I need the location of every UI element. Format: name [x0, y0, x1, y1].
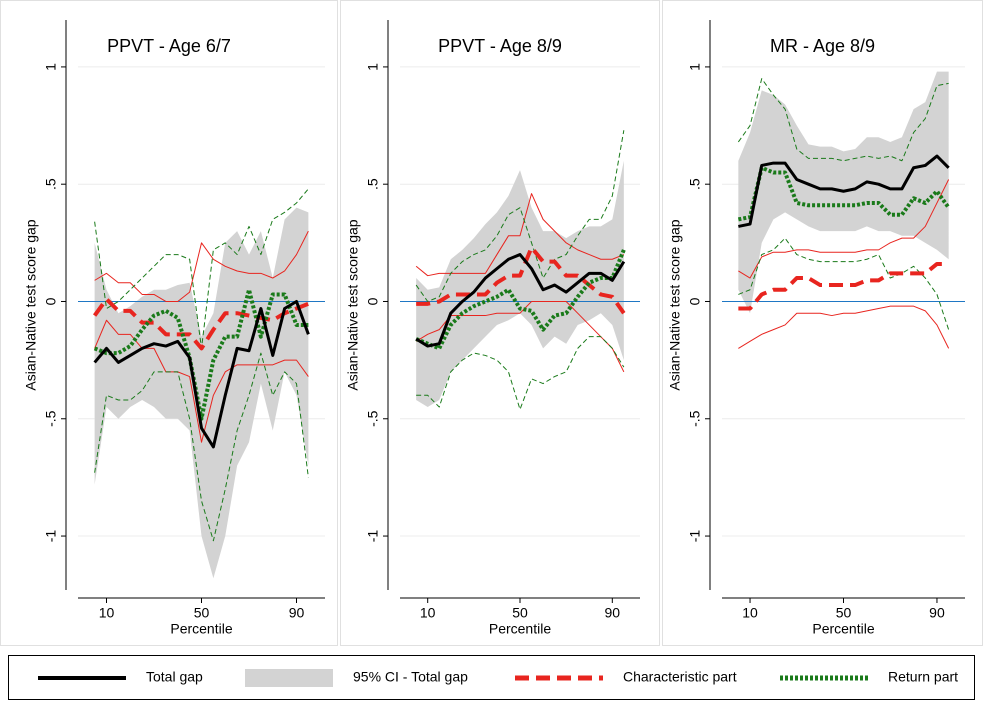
x-axis-label: Percentile	[170, 621, 232, 637]
data-line	[737, 165, 951, 222]
legend-label: 95% CI - Total gap	[353, 669, 468, 685]
legend: Total gap 95% CI - Total gap Characteristi…	[8, 655, 975, 700]
x-tick-label: 10	[99, 605, 115, 621]
x-tick-label: 50	[512, 605, 528, 621]
x-tick-label: 90	[929, 605, 945, 621]
data-line	[93, 287, 309, 421]
legend-label: Total gap	[146, 669, 203, 685]
chart-title: MR - Age 8/9	[770, 36, 875, 56]
ci-band	[94, 207, 309, 579]
ci-line	[416, 336, 625, 410]
ci-band	[416, 160, 624, 408]
ci-line	[415, 130, 625, 302]
data-line	[415, 249, 626, 351]
legend-swatch	[245, 669, 333, 687]
y-tick-label: -1	[43, 530, 59, 543]
x-tick-label: 90	[605, 605, 621, 621]
panel: -1 -.5 0 .5 1 10 50 90 Percentile Asian-Native te…	[0, 0, 338, 646]
y-tick-label: -.5	[365, 410, 381, 427]
y-axis-label: Asian-Native test score gap	[345, 219, 361, 390]
y-tick-label: .5	[43, 178, 59, 190]
y-axis-label: Asian-Native test score gap	[23, 219, 39, 390]
y-tick-label: 1	[43, 63, 59, 71]
y-tick-label: 0	[43, 297, 59, 305]
data-line	[93, 297, 310, 351]
ci-line	[737, 78, 949, 162]
x-tick-label: 90	[289, 605, 305, 621]
chart-title: PPVT - Age 6/7	[107, 36, 231, 56]
x-tick-label: 10	[742, 605, 758, 621]
y-tick-label: -1	[365, 530, 381, 543]
y-tick-label: 0	[365, 297, 381, 305]
y-tick-label: -.5	[43, 410, 59, 427]
y-tick-label: -1	[687, 530, 703, 543]
chart-title: PPVT - Age 8/9	[438, 36, 562, 56]
data-line	[738, 261, 949, 311]
data-line	[738, 154, 950, 228]
ci-line	[94, 230, 309, 302]
panel: -1 -.5 0 .5 1 10 50 90 Percentile Asian-Native te…	[662, 0, 983, 646]
ci-line	[738, 305, 950, 349]
legend-frame	[8, 655, 975, 700]
y-tick-label: .5	[365, 178, 381, 190]
x-axis-label: Percentile	[489, 621, 551, 637]
legend-label: Characteristic part	[623, 669, 737, 685]
x-axis-label: Percentile	[812, 621, 874, 637]
x-tick-label: 10	[420, 605, 436, 621]
data-line	[93, 299, 310, 449]
legend-label: Return part	[888, 669, 958, 685]
y-tick-label: -.5	[687, 410, 703, 427]
y-tick-label: 1	[687, 63, 703, 71]
ci-line	[738, 237, 950, 330]
y-tick-label: .5	[687, 178, 703, 190]
y-tick-label: 1	[365, 63, 381, 71]
ci-line	[738, 179, 950, 279]
data-line	[415, 253, 626, 348]
panel: -1 -.5 0 .5 1 10 50 90 Percentile Asian-Native te…	[340, 0, 660, 646]
x-tick-label: 50	[836, 605, 852, 621]
ci-line	[94, 319, 309, 443]
y-tick-label: 0	[687, 297, 703, 305]
x-tick-label: 50	[194, 605, 210, 621]
y-axis-label: Asian-Native test score gap	[667, 219, 683, 390]
